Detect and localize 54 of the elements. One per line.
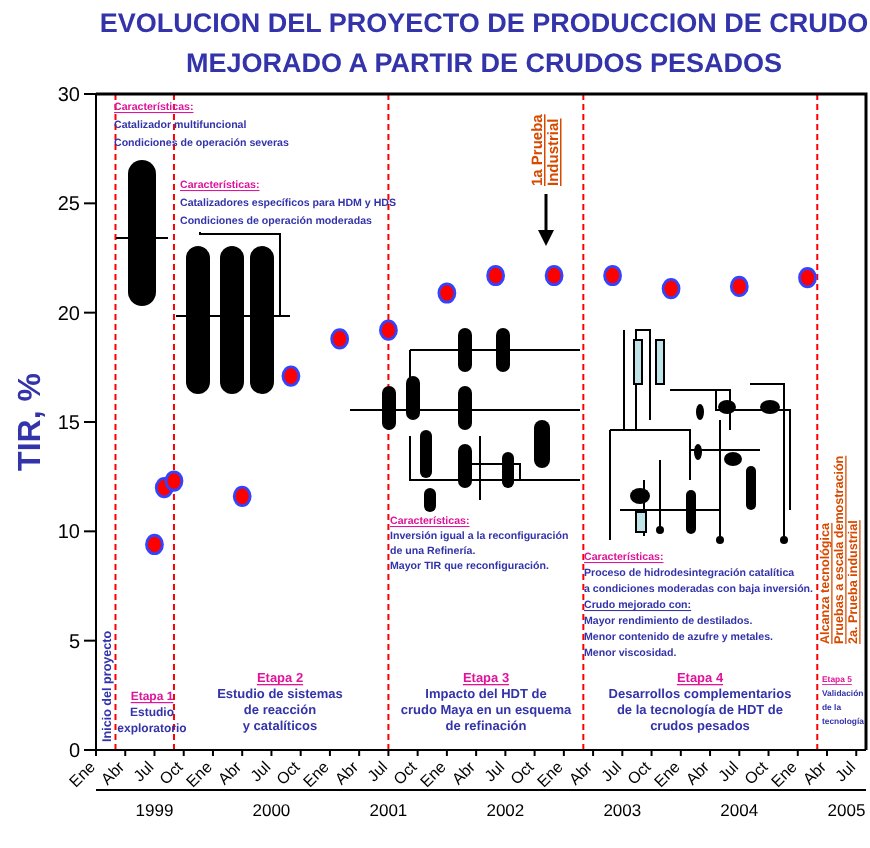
x-tick-label: Ene — [650, 757, 685, 791]
point — [232, 485, 252, 507]
x-tick-label: Jul — [480, 757, 509, 786]
x-tick-label: Oct — [273, 757, 305, 789]
x-tick-label: Jul — [364, 757, 392, 786]
point — [486, 264, 506, 287]
x-tick-label: Ene — [416, 757, 451, 791]
x-tick-label: Jul — [247, 757, 275, 786]
x2-tick-label: 2005 — [827, 800, 866, 820]
y-tick-label: 25 — [57, 194, 81, 217]
point — [164, 470, 184, 492]
x-tick-label: Oct — [624, 757, 656, 789]
y-tick-label: 5 — [68, 631, 81, 654]
point — [330, 328, 350, 350]
x2-tick-label: 1999 — [135, 800, 174, 820]
x-tick-label: Abr — [448, 757, 480, 789]
x-tick-label: Ene — [533, 757, 568, 791]
x-tick-label: Jul — [831, 757, 860, 786]
x-tick-label: Abr — [799, 757, 831, 789]
point — [661, 278, 681, 300]
point — [729, 275, 749, 298]
chart-title: EVOLUCION DEL PROYECTO DE PRODUCCION DE CRUDO MEJORADO A PARTIR DE CRUDOS PESADOS — [99, 8, 869, 78]
point — [603, 264, 622, 287]
x2-tick-label: 2002 — [486, 800, 525, 820]
x-tick-label: Oct — [741, 757, 773, 789]
x-tick-label: Ene — [299, 757, 334, 791]
x-tick-label: Abr — [97, 757, 129, 789]
point — [281, 365, 301, 387]
x-tick-label: Abr — [682, 757, 714, 789]
y-tick-label: 20 — [57, 303, 81, 326]
y-tick-label: 15 — [57, 413, 81, 436]
x-tick-label: Jul — [130, 757, 158, 786]
x-tick-label: Jul — [714, 757, 743, 786]
x-tick-label: Abr — [331, 757, 363, 789]
x-tick-label: Jul — [597, 757, 626, 786]
point — [798, 267, 817, 289]
x-tick-label: Oct — [390, 757, 422, 789]
y-tick-label: 30 — [57, 85, 81, 108]
x2-tick-label: 2001 — [369, 800, 408, 820]
x-tick-label: Oct — [156, 757, 188, 789]
point — [379, 319, 398, 341]
x2-tick-label: 2003 — [603, 800, 642, 820]
x2-tick-label: 2004 — [720, 800, 759, 820]
y-tick-label: 10 — [57, 522, 81, 545]
x-tick-label: Ene — [767, 757, 802, 791]
x-tick-label: Oct — [507, 757, 539, 789]
point — [145, 533, 164, 556]
x2-tick-label: 2000 — [252, 800, 291, 820]
x-tick-label: Ene — [182, 757, 217, 791]
y-axis-title: TIR, % — [14, 373, 48, 471]
point — [437, 282, 457, 304]
x-tick-label: Abr — [214, 757, 246, 789]
point — [544, 264, 564, 287]
x-tick-label: Abr — [565, 757, 597, 789]
